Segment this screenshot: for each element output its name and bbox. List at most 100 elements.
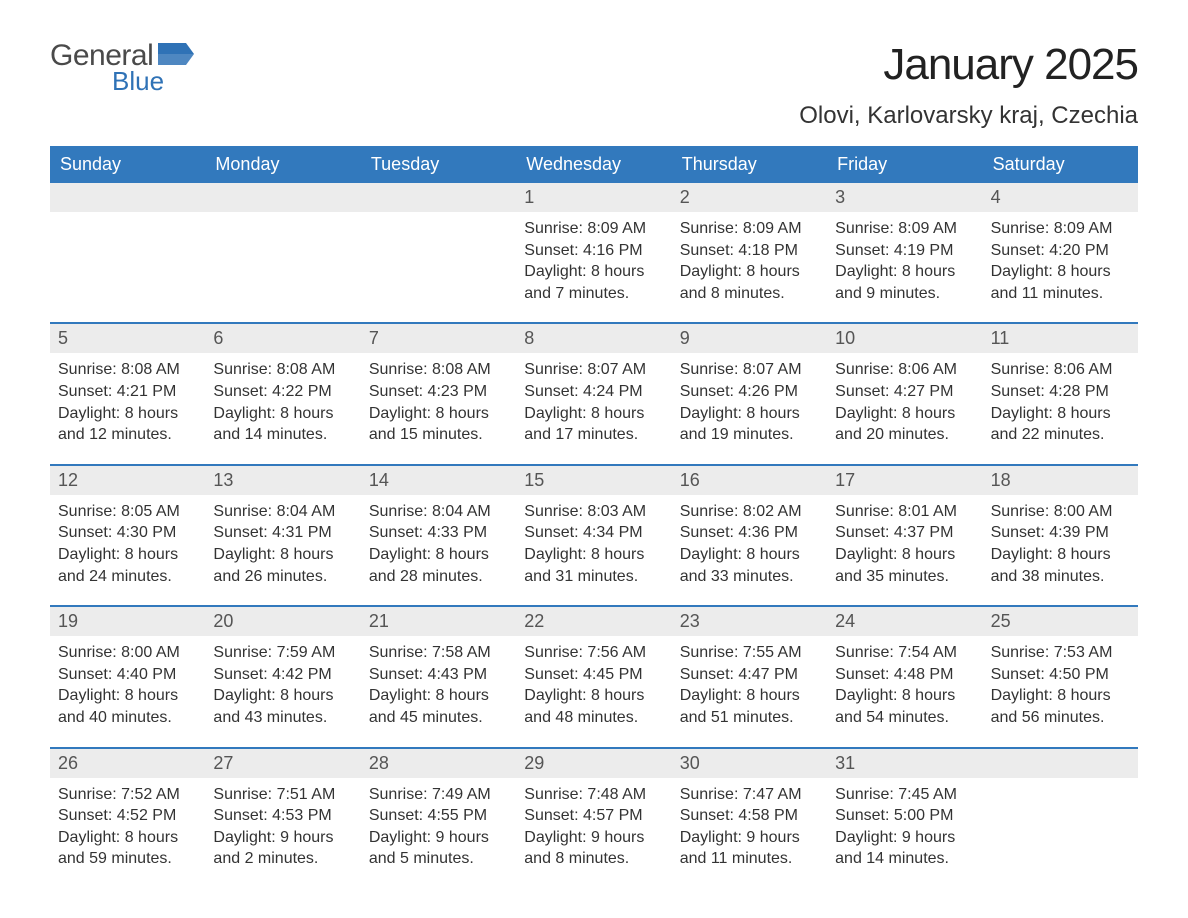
daylight-text-1: Daylight: 8 hours [680, 544, 819, 566]
daylight-text-2: and 56 minutes. [991, 707, 1130, 729]
page-header: General Blue January 2025 Olovi, Karlova… [50, 40, 1138, 130]
day-number: 8 [516, 324, 671, 353]
day-cell: Sunrise: 7:52 AMSunset: 4:52 PMDaylight:… [50, 778, 205, 888]
daylight-text-1: Daylight: 8 hours [835, 261, 974, 283]
day-cell: Sunrise: 8:09 AMSunset: 4:16 PMDaylight:… [516, 212, 671, 322]
sunrise-text: Sunrise: 8:03 AM [524, 501, 663, 523]
day-cell: Sunrise: 8:05 AMSunset: 4:30 PMDaylight:… [50, 495, 205, 605]
day-number: 9 [672, 324, 827, 353]
daylight-text-2: and 24 minutes. [58, 566, 197, 588]
sunrise-text: Sunrise: 7:52 AM [58, 784, 197, 806]
calendar-week: 567891011Sunrise: 8:08 AMSunset: 4:21 PM… [50, 322, 1138, 463]
day-number: 24 [827, 607, 982, 636]
daylight-text-2: and 28 minutes. [369, 566, 508, 588]
sunrise-text: Sunrise: 8:00 AM [58, 642, 197, 664]
daynum-row: 1234 [50, 183, 1138, 212]
weekday-header: Tuesday [361, 146, 516, 183]
day-cell: Sunrise: 7:54 AMSunset: 4:48 PMDaylight:… [827, 636, 982, 746]
day-number: 27 [205, 749, 360, 778]
daynum-row: 567891011 [50, 324, 1138, 353]
daylight-text-2: and 51 minutes. [680, 707, 819, 729]
day-number: 13 [205, 466, 360, 495]
sunset-text: Sunset: 4:43 PM [369, 664, 508, 686]
sunset-text: Sunset: 4:18 PM [680, 240, 819, 262]
sunset-text: Sunset: 4:39 PM [991, 522, 1130, 544]
day-number: 26 [50, 749, 205, 778]
daylight-text-1: Daylight: 8 hours [213, 403, 352, 425]
day-number: 25 [983, 607, 1138, 636]
day-cell: Sunrise: 8:06 AMSunset: 4:27 PMDaylight:… [827, 353, 982, 463]
daylight-text-2: and 15 minutes. [369, 424, 508, 446]
day-number: 4 [983, 183, 1138, 212]
sunrise-text: Sunrise: 8:07 AM [680, 359, 819, 381]
brand-text: General Blue [50, 40, 194, 95]
daylight-text-1: Daylight: 8 hours [369, 544, 508, 566]
day-cell: Sunrise: 8:04 AMSunset: 4:31 PMDaylight:… [205, 495, 360, 605]
daylight-text-1: Daylight: 8 hours [835, 685, 974, 707]
daylight-text-1: Daylight: 8 hours [58, 685, 197, 707]
day-number: 28 [361, 749, 516, 778]
daylight-text-2: and 22 minutes. [991, 424, 1130, 446]
day-cell: Sunrise: 8:09 AMSunset: 4:18 PMDaylight:… [672, 212, 827, 322]
day-number: 1 [516, 183, 671, 212]
sunrise-text: Sunrise: 8:09 AM [524, 218, 663, 240]
day-cell: Sunrise: 8:03 AMSunset: 4:34 PMDaylight:… [516, 495, 671, 605]
daylight-text-2: and 7 minutes. [524, 283, 663, 305]
daylight-text-2: and 12 minutes. [58, 424, 197, 446]
sunset-text: Sunset: 4:24 PM [524, 381, 663, 403]
title-block: January 2025 Olovi, Karlovarsky kraj, Cz… [799, 40, 1138, 130]
sunset-text: Sunset: 4:58 PM [680, 805, 819, 827]
sunrise-text: Sunrise: 7:49 AM [369, 784, 508, 806]
sunrise-text: Sunrise: 7:59 AM [213, 642, 352, 664]
brand-logo: General Blue [50, 40, 194, 95]
sunset-text: Sunset: 4:27 PM [835, 381, 974, 403]
day-number [361, 183, 516, 212]
sunset-text: Sunset: 4:42 PM [213, 664, 352, 686]
daylight-text-2: and 40 minutes. [58, 707, 197, 729]
daylight-text-2: and 43 minutes. [213, 707, 352, 729]
calendar: Sunday Monday Tuesday Wednesday Thursday… [50, 146, 1138, 888]
month-title: January 2025 [799, 40, 1138, 90]
day-number: 16 [672, 466, 827, 495]
sunset-text: Sunset: 4:20 PM [991, 240, 1130, 262]
day-number: 19 [50, 607, 205, 636]
sunset-text: Sunset: 4:57 PM [524, 805, 663, 827]
daylight-text-2: and 33 minutes. [680, 566, 819, 588]
daylight-text-2: and 54 minutes. [835, 707, 974, 729]
day-number [205, 183, 360, 212]
sunrise-text: Sunrise: 7:53 AM [991, 642, 1130, 664]
day-cell: Sunrise: 7:53 AMSunset: 4:50 PMDaylight:… [983, 636, 1138, 746]
daynum-row: 12131415161718 [50, 466, 1138, 495]
weekday-header: Sunday [50, 146, 205, 183]
day-cell: Sunrise: 8:00 AMSunset: 4:40 PMDaylight:… [50, 636, 205, 746]
day-number: 2 [672, 183, 827, 212]
day-number: 10 [827, 324, 982, 353]
day-cell [361, 212, 516, 322]
day-number: 15 [516, 466, 671, 495]
day-number: 5 [50, 324, 205, 353]
sunrise-text: Sunrise: 8:09 AM [991, 218, 1130, 240]
day-cell: Sunrise: 8:08 AMSunset: 4:23 PMDaylight:… [361, 353, 516, 463]
sunrise-text: Sunrise: 7:54 AM [835, 642, 974, 664]
day-cell [205, 212, 360, 322]
daylight-text-1: Daylight: 8 hours [58, 544, 197, 566]
daylight-text-1: Daylight: 8 hours [991, 261, 1130, 283]
sunrise-text: Sunrise: 8:04 AM [369, 501, 508, 523]
sunset-text: Sunset: 4:33 PM [369, 522, 508, 544]
day-cell [983, 778, 1138, 888]
sunrise-text: Sunrise: 8:09 AM [835, 218, 974, 240]
day-cell: Sunrise: 8:01 AMSunset: 4:37 PMDaylight:… [827, 495, 982, 605]
sunset-text: Sunset: 4:28 PM [991, 381, 1130, 403]
sunset-text: Sunset: 4:22 PM [213, 381, 352, 403]
sunset-text: Sunset: 4:21 PM [58, 381, 197, 403]
daylight-text-2: and 17 minutes. [524, 424, 663, 446]
daylight-text-2: and 14 minutes. [835, 848, 974, 870]
day-number [983, 749, 1138, 778]
sunrise-text: Sunrise: 7:55 AM [680, 642, 819, 664]
daylight-text-2: and 5 minutes. [369, 848, 508, 870]
sunrise-text: Sunrise: 8:09 AM [680, 218, 819, 240]
daylight-text-1: Daylight: 8 hours [524, 685, 663, 707]
day-cell: Sunrise: 8:08 AMSunset: 4:21 PMDaylight:… [50, 353, 205, 463]
sunrise-text: Sunrise: 7:51 AM [213, 784, 352, 806]
daylight-text-1: Daylight: 8 hours [991, 403, 1130, 425]
